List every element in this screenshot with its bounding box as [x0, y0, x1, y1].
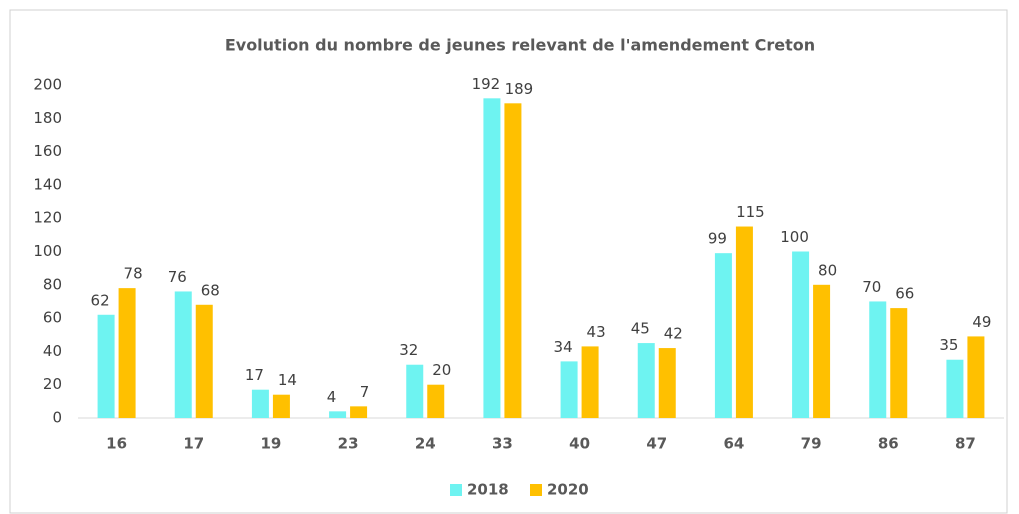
bar [869, 301, 887, 418]
data-label: 42 [664, 325, 683, 343]
data-label: 189 [505, 80, 534, 98]
data-label: 100 [780, 228, 809, 246]
legend-label: 2018 [467, 481, 509, 499]
bar [272, 394, 290, 418]
y-tick-label: 180 [33, 109, 62, 127]
y-tick-label: 160 [33, 142, 62, 160]
x-tick-label: 17 [183, 435, 204, 453]
bar [406, 364, 424, 418]
legend-swatch [450, 484, 462, 496]
x-tick-label: 79 [801, 435, 822, 453]
bar [504, 103, 522, 418]
y-tick-label: 0 [52, 409, 62, 427]
bar [560, 361, 578, 418]
x-tick-label: 87 [955, 435, 976, 453]
x-tick-label: 64 [723, 435, 744, 453]
x-tick-label: 23 [338, 435, 359, 453]
data-label: 66 [895, 285, 914, 303]
data-label: 70 [862, 278, 881, 296]
data-label: 68 [201, 281, 220, 299]
legend-label: 2020 [547, 481, 589, 499]
data-label: 192 [472, 75, 501, 93]
data-label: 7 [360, 383, 370, 401]
data-label: 45 [631, 320, 650, 338]
data-label: 14 [278, 371, 297, 389]
data-label: 20 [432, 361, 451, 379]
bar [427, 384, 445, 418]
bar [735, 226, 753, 418]
bar [174, 291, 192, 418]
bar [946, 359, 964, 418]
data-label: 76 [168, 268, 187, 286]
bar [658, 348, 676, 418]
y-tick-label: 120 [33, 209, 62, 227]
data-label: 43 [587, 323, 606, 341]
bar [581, 346, 599, 418]
bar [813, 284, 831, 418]
y-tick-label: 20 [43, 375, 62, 393]
x-tick-label: 40 [569, 435, 590, 453]
data-label: 99 [708, 230, 727, 248]
data-label: 49 [972, 313, 991, 331]
x-tick-label: 24 [415, 435, 436, 453]
x-tick-label: 19 [260, 435, 281, 453]
y-tick-label: 60 [43, 309, 62, 327]
bar [483, 98, 501, 418]
x-tick-label: 47 [646, 435, 667, 453]
data-label: 17 [245, 366, 264, 384]
data-label: 34 [554, 338, 573, 356]
bar [637, 343, 655, 418]
bar [350, 406, 368, 418]
data-label: 115 [736, 203, 765, 221]
bar [195, 304, 213, 418]
bar [118, 288, 136, 418]
y-tick-label: 100 [33, 242, 62, 260]
y-tick-label: 80 [43, 275, 62, 293]
data-label: 62 [91, 291, 110, 309]
data-label: 35 [939, 336, 958, 354]
y-tick-label: 40 [43, 342, 62, 360]
x-tick-label: 16 [106, 435, 127, 453]
chart-title: Evolution du nombre de jeunes relevant d… [225, 36, 815, 55]
bar [890, 308, 908, 418]
data-label: 4 [327, 388, 337, 406]
data-label: 32 [399, 341, 418, 359]
bar [792, 251, 810, 418]
bar [97, 314, 115, 418]
bar [329, 411, 347, 418]
x-tick-label: 33 [492, 435, 513, 453]
x-tick-label: 86 [878, 435, 899, 453]
legend-swatch [530, 484, 542, 496]
data-label: 78 [124, 265, 143, 283]
bar [714, 253, 732, 418]
bar [967, 336, 985, 418]
y-tick-label: 140 [33, 175, 62, 193]
bar [251, 389, 269, 418]
y-tick-label: 200 [33, 76, 62, 94]
data-label: 80 [818, 261, 837, 279]
